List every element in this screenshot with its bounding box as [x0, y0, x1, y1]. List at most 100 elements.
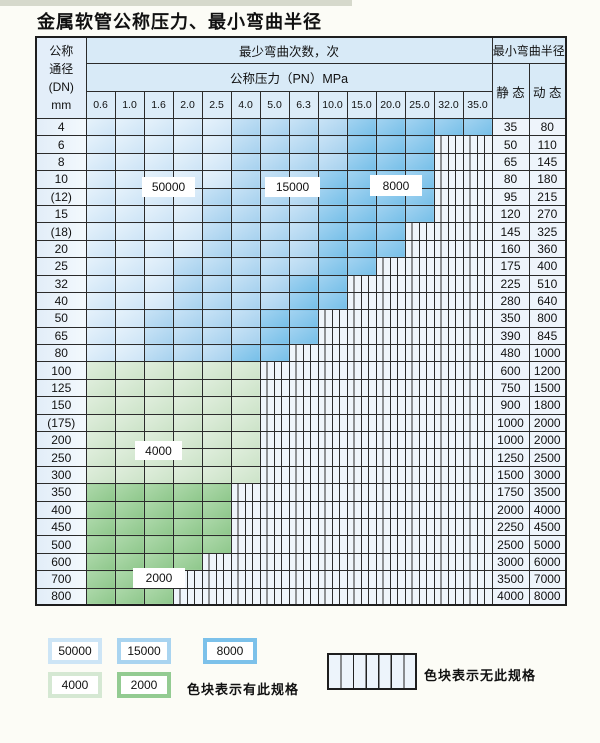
cell-spec [85, 309, 116, 328]
cell-spec [259, 396, 290, 415]
cell-spec [143, 204, 174, 224]
cell-spec [288, 431, 319, 450]
cell-spec [433, 517, 464, 537]
cell-spec [172, 465, 203, 485]
cell-spec [462, 152, 493, 172]
cell-spec [346, 222, 377, 241]
table-row: 300 1500 3000 [35, 465, 567, 485]
table-row: 125 750 1500 [35, 378, 567, 398]
cell-spec [143, 396, 174, 415]
cell-spec [288, 291, 319, 311]
pressure-col-header: 15.0 [346, 91, 377, 119]
cell-spec [85, 344, 116, 363]
cell-spec [114, 239, 145, 259]
cell-spec [404, 587, 435, 606]
table-body: 4 35 80 6 50 110 8 65 145 10 80 180 (12) 95 215 15 120 27… [35, 117, 567, 606]
cell-spec [462, 517, 493, 537]
cell-spec [317, 517, 348, 537]
pressure-col-header: 32.0 [433, 91, 464, 119]
cell-spec [143, 500, 174, 519]
cell-dn: 25 [35, 257, 87, 276]
cell-spec [114, 552, 145, 572]
cell-spec [433, 465, 464, 485]
cell-spec [404, 117, 435, 137]
cell-spec [259, 517, 290, 537]
cell-spec [143, 274, 174, 293]
cell-spec [172, 309, 203, 328]
cell-spec [433, 239, 464, 259]
cell-dn: 8 [35, 152, 87, 172]
cell-spec [230, 535, 261, 554]
cell-spec [114, 326, 145, 346]
cell-spec [375, 326, 406, 346]
cell-dn: 500 [35, 535, 87, 554]
cell-dynamic-radius: 400 [528, 257, 567, 276]
cell-spec [172, 152, 203, 172]
cell-spec [259, 222, 290, 241]
table-row: 600 3000 6000 [35, 552, 567, 572]
cell-spec [433, 431, 464, 450]
cell-dn: 250 [35, 448, 87, 467]
cell-dynamic-radius: 215 [528, 187, 567, 206]
cell-dn: 15 [35, 204, 87, 224]
cell-spec [230, 344, 261, 363]
cell-static-radius: 175 [491, 257, 530, 276]
cell-spec [143, 517, 174, 537]
cell-spec [462, 170, 493, 189]
cell-spec [288, 117, 319, 137]
cell-spec [317, 204, 348, 224]
cell-spec [375, 431, 406, 450]
pressure-col-header: 1.6 [143, 91, 174, 119]
cell-spec [230, 413, 261, 433]
cell-spec [375, 152, 406, 172]
cell-spec [375, 396, 406, 415]
cell-spec [346, 378, 377, 398]
cell-spec [230, 239, 261, 259]
cell-spec [201, 170, 232, 189]
table-row: 350 1750 3500 [35, 483, 567, 502]
cell-spec [317, 326, 348, 346]
header-row-1: 公称 通径 (DN) mm 最少弯曲次数，次 最小弯曲半径 [35, 36, 567, 119]
cell-spec [85, 239, 116, 259]
cell-spec [462, 274, 493, 293]
cell-spec [201, 344, 232, 363]
cell-dynamic-radius: 1000 [528, 344, 567, 363]
cell-spec [317, 587, 348, 606]
cell-spec [172, 117, 203, 137]
cell-spec [114, 309, 145, 328]
cell-spec [404, 396, 435, 415]
cell-spec [85, 117, 116, 137]
cell-spec [201, 483, 232, 502]
cell-spec [259, 535, 290, 554]
legend-chip: 4000 [48, 672, 102, 698]
cell-spec [433, 570, 464, 589]
cell-spec [288, 587, 319, 606]
cell-spec [317, 117, 348, 137]
cell-static-radius: 390 [491, 326, 530, 346]
cell-spec [375, 535, 406, 554]
cell-spec [201, 500, 232, 519]
cell-spec [230, 204, 261, 224]
cell-static-radius: 350 [491, 309, 530, 328]
cell-spec [259, 344, 290, 363]
cell-spec [288, 135, 319, 154]
cell-spec [462, 204, 493, 224]
cell-spec [143, 378, 174, 398]
cell-spec [317, 465, 348, 485]
cell-spec [288, 570, 319, 589]
cell-spec [346, 326, 377, 346]
cell-dn: (12) [35, 187, 87, 206]
cell-dn: 100 [35, 361, 87, 380]
cell-spec [317, 378, 348, 398]
cell-spec [404, 552, 435, 572]
cell-spec [346, 152, 377, 172]
cell-spec [201, 517, 232, 537]
cell-spec [85, 587, 116, 606]
cell-spec [114, 117, 145, 137]
cell-spec [433, 257, 464, 276]
header-row-2: 公称压力（PN）MPa 静 态 动 态 [36, 63, 567, 119]
cell-dynamic-radius: 1200 [528, 361, 567, 380]
cell-spec [462, 326, 493, 346]
cell-spec [288, 274, 319, 293]
